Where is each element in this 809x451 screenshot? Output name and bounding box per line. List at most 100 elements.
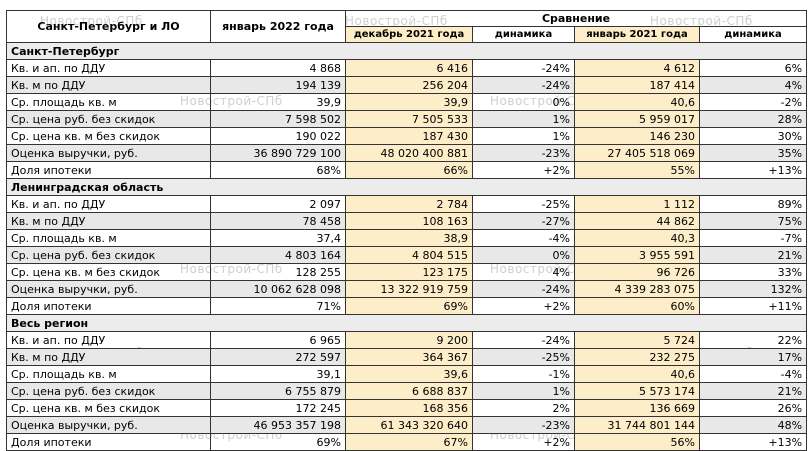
month-dynamics: -27% (472, 212, 575, 230)
month-dynamics: +2% (472, 297, 575, 315)
month-dynamics: -25% (472, 195, 575, 213)
prev-year-value: 136 669 (574, 399, 700, 417)
current-value: 39,1 (210, 365, 346, 383)
current-period-header: январь 2022 года (210, 10, 346, 43)
current-value: 78 458 (210, 212, 346, 230)
table-row: Ср. цена кв. м без скидок 172 245 168 356 2… (6, 399, 808, 417)
current-value: 4 803 164 (210, 246, 346, 264)
row-label: Кв. и ап. по ДДУ (6, 195, 211, 213)
month-dynamics: -24% (472, 331, 575, 349)
table-row: Доля ипотеки 68% 66% +2% 55% +13% (6, 161, 808, 179)
prev-year-value: 60% (574, 297, 700, 315)
table-row: Доля ипотеки 69% 67% +2% 56% +13% (6, 433, 808, 451)
prev-month-value: 4 804 515 (345, 246, 473, 264)
prev-month-value: 48 020 400 881 (345, 144, 473, 162)
year-dynamics: -7% (698, 229, 808, 247)
month-dynamics: 4% (472, 263, 575, 281)
year-dynamics: 21% (698, 246, 808, 264)
year-dynamics: 17% (698, 348, 808, 366)
current-value: 71% (210, 297, 346, 315)
year-dynamics: 48% (698, 416, 808, 434)
month-dynamics: 0% (472, 246, 575, 264)
month-dynamics: -24% (472, 76, 575, 94)
prev-month-value: 108 163 (345, 212, 473, 230)
month-dynamics: 1% (472, 382, 575, 400)
prev-year-value: 232 275 (574, 348, 700, 366)
row-label: Кв. и ап. по ДДУ (6, 59, 211, 77)
prev-year-value: 5 724 (574, 331, 700, 349)
month-dynamics: -25% (472, 348, 575, 366)
table-row: Ср. площадь кв. м 37,4 38,9 -4% 40,3 -7% (6, 229, 808, 247)
table-row: Кв. м по ДДУ 78 458 108 163 -27% 44 862 75% (6, 212, 808, 230)
prev-month-value: 13 322 919 759 (345, 280, 473, 298)
prev-year-value: 1 112 (574, 195, 700, 213)
row-label: Доля ипотеки (6, 433, 211, 451)
row-label: Ср. площадь кв. м (6, 365, 211, 383)
dynamics-header-2: динамика (698, 26, 808, 43)
prev-month-value: 123 175 (345, 263, 473, 281)
prev-month-value: 9 200 (345, 331, 473, 349)
table-row: Кв. и ап. по ДДУ 2 097 2 784 -25% 1 112 89% (6, 195, 808, 213)
prev-year-value: 5 959 017 (574, 110, 700, 128)
month-dynamics: 1% (472, 127, 575, 145)
year-dynamics: 4% (698, 76, 808, 94)
prev-month-value: 61 343 320 640 (345, 416, 473, 434)
prev-year-value: 96 726 (574, 263, 700, 281)
region-header: Санкт-Петербург и ЛО (6, 10, 211, 43)
row-label: Доля ипотеки (6, 161, 211, 179)
section-header-row: Весь регион (5, 314, 808, 332)
year-dynamics: 35% (698, 144, 808, 162)
year-dynamics: -4% (698, 365, 808, 383)
month-dynamics: 1% (472, 110, 575, 128)
table-row: Ср. площадь кв. м 39,1 39,6 -1% 40,6 -4% (6, 365, 808, 383)
prev-year-value: 4 612 (574, 59, 700, 77)
section-title: Ленинградская область (5, 178, 808, 196)
month-dynamics: +2% (472, 161, 575, 179)
row-label: Ср. цена кв. м без скидок (6, 263, 211, 281)
current-value: 39,9 (210, 93, 346, 111)
prev-month-value: 6 416 (345, 59, 473, 77)
current-value: 37,4 (210, 229, 346, 247)
section-header-row: Санкт-Петербург (5, 42, 808, 60)
month-dynamics: -23% (472, 144, 575, 162)
prev-year-header: январь 2021 года (574, 26, 700, 43)
year-dynamics: 33% (698, 263, 808, 281)
prev-year-value: 5 573 174 (574, 382, 700, 400)
prev-month-value: 6 688 837 (345, 382, 473, 400)
row-label: Ср. площадь кв. м (6, 93, 211, 111)
prev-month-value: 67% (345, 433, 473, 451)
year-dynamics: 22% (698, 331, 808, 349)
prev-month-value: 2 784 (345, 195, 473, 213)
prev-year-value: 3 955 591 (574, 246, 700, 264)
year-dynamics: 30% (698, 127, 808, 145)
section-title: Санкт-Петербург (5, 42, 808, 60)
row-label: Оценка выручки, руб. (6, 144, 211, 162)
table-row: Доля ипотеки 71% 69% +2% 60% +11% (6, 297, 808, 315)
row-label: Кв. м по ДДУ (6, 76, 211, 94)
year-dynamics: 28% (698, 110, 808, 128)
prev-year-value: 4 339 283 075 (574, 280, 700, 298)
dynamics-header-1: динамика (472, 26, 575, 43)
prev-year-value: 31 744 801 144 (574, 416, 700, 434)
prev-month-header: декабрь 2021 года (345, 26, 473, 43)
year-dynamics: 89% (698, 195, 808, 213)
current-value: 272 597 (210, 348, 346, 366)
current-value: 4 868 (210, 59, 346, 77)
prev-month-value: 38,9 (345, 229, 473, 247)
prev-month-value: 364 367 (345, 348, 473, 366)
year-dynamics: +13% (698, 433, 808, 451)
month-dynamics: -24% (472, 280, 575, 298)
row-label: Кв. и ап. по ДДУ (6, 331, 211, 349)
year-dynamics: 75% (698, 212, 808, 230)
table-row: Ср. цена кв. м без скидок 128 255 123 175 4… (6, 263, 808, 281)
current-value: 190 022 (210, 127, 346, 145)
prev-month-value: 66% (345, 161, 473, 179)
prev-year-value: 187 414 (574, 76, 700, 94)
current-value: 2 097 (210, 195, 346, 213)
row-label: Ср. цена руб. без скидок (6, 246, 211, 264)
table-row: Оценка выручки, руб. 10 062 628 098 13 322… (6, 280, 808, 298)
prev-month-value: 39,6 (345, 365, 473, 383)
prev-year-value: 40,3 (574, 229, 700, 247)
prev-month-value: 69% (345, 297, 473, 315)
prev-year-value: 44 862 (574, 212, 700, 230)
